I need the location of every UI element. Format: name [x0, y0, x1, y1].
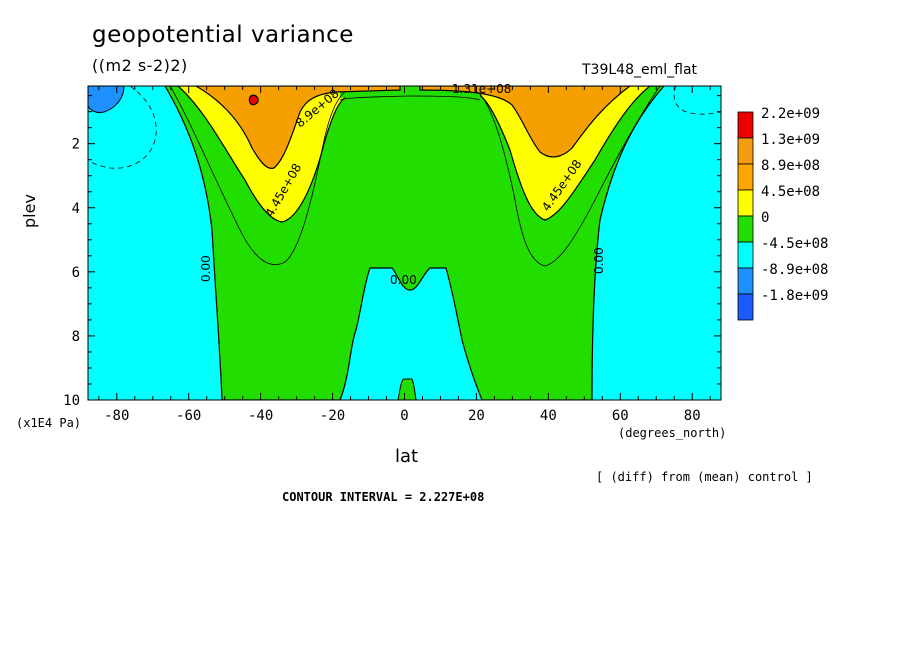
legend-swatch [737, 241, 754, 269]
fill-red-spot [248, 94, 259, 106]
y-axis-units: (x1E4 Pa) [16, 416, 82, 430]
contour-fills [88, 86, 721, 400]
legend-label: 2.2e+09 [761, 106, 820, 122]
legend-label: 0 [761, 210, 769, 226]
x-axis-label: lat [395, 446, 419, 467]
y-tick-label-4: 4 [72, 201, 80, 217]
x-tick-label-m40: -40 [248, 408, 273, 424]
legend-swatch [737, 189, 754, 217]
legend-label: -4.5e+08 [761, 236, 828, 252]
legend-swatch [737, 267, 754, 295]
legend-label: -1.8e+09 [761, 288, 828, 304]
fill-orange-left [194, 86, 401, 170]
x-tick-label-80: 80 [684, 408, 701, 424]
contour-interval: CONTOUR INTERVAL = 2.227E+08 [282, 490, 485, 504]
axis-ticks [88, 86, 721, 401]
x-tick-label-m60: -60 [176, 408, 201, 424]
contour-label-zero-left: 0.00 [199, 255, 213, 282]
legend-label: 1.3e+09 [761, 132, 820, 148]
legend-label: 8.9e+08 [761, 158, 820, 174]
x-tick-label-m80: -80 [104, 408, 129, 424]
fill-green-spike [397, 378, 417, 400]
legend-swatch [737, 293, 754, 321]
x-tick-label-0: 0 [400, 408, 408, 424]
fill-blue-patch [88, 86, 125, 113]
contour-label-zero-right: 0.00 [592, 247, 606, 274]
contour-label-131: 1.31e+08 [452, 82, 511, 96]
run-label: T39L48_eml_flat [582, 62, 698, 78]
x-tick-label-60: 60 [612, 408, 629, 424]
contour-label-zero-center: 0.00 [390, 273, 417, 287]
legend-label: 4.5e+08 [761, 184, 820, 200]
contour-line-inner-left [169, 86, 346, 266]
chart-units: ((m2 s-2)2) [92, 56, 188, 75]
legend-swatch [737, 215, 754, 243]
y-tick-label-10: 10 [63, 393, 80, 409]
x-axis-units: (degrees_north) [618, 426, 727, 440]
y-tick-label-6: 6 [72, 265, 80, 281]
contour-line-inner-right [477, 86, 661, 267]
chart-title: geopotential variance [92, 22, 354, 48]
diff-note: [ (diff) from (mean) control ] [596, 470, 813, 484]
color-legend: 2.2e+09 1.3e+09 8.9e+08 4.5e+08 0 -4.5e+08 -8.… [737, 106, 828, 321]
contour-line-dashed-left [88, 86, 157, 169]
fill-orange-right [419, 86, 632, 158]
y-tick-label-8: 8 [72, 329, 80, 345]
legend-swatch [737, 137, 754, 165]
x-tick-label-20: 20 [468, 408, 485, 424]
legend-swatch [737, 163, 754, 191]
y-tick-label-2: 2 [72, 137, 80, 153]
x-tick-label-40: 40 [540, 408, 557, 424]
legend-swatch [737, 111, 754, 139]
contour-line-dashed-right [673, 86, 721, 115]
x-tick-label-m20: -20 [320, 408, 345, 424]
contour-line-zero-mid [339, 95, 481, 101]
legend-label: -8.9e+08 [761, 262, 828, 278]
